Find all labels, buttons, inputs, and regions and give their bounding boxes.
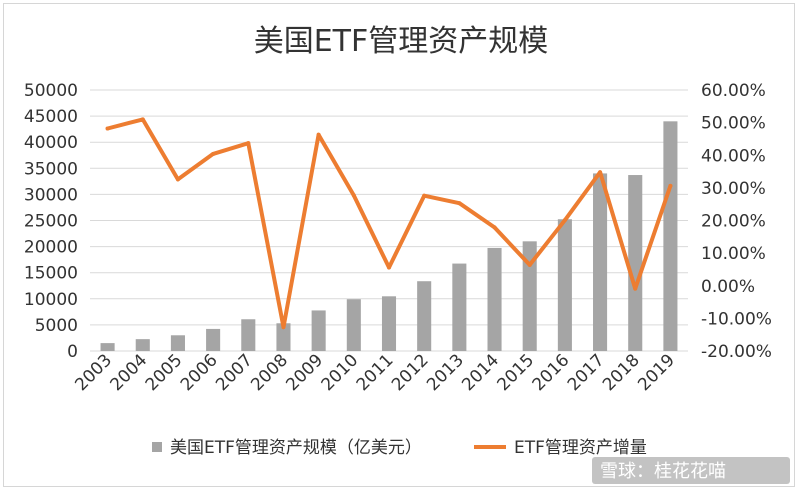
legend-line-label: ETF管理资产增量: [514, 438, 647, 458]
bar: [100, 343, 115, 351]
line-point: [668, 183, 673, 188]
legend: 美国ETF管理资产规模（亿美元） ETF管理资产增量: [152, 438, 647, 458]
line-point: [175, 177, 180, 182]
left-axis-tick-label: 35000: [24, 159, 78, 179]
right-axis-tick-label: 20.00%: [701, 212, 766, 232]
x-axis-tick-label: 2005: [142, 350, 187, 395]
left-axis-tick-label: 20000: [24, 238, 78, 258]
legend-bar-swatch: [152, 442, 162, 452]
legend-line-swatch: [474, 445, 506, 449]
right-axis-tick-label: -20.00%: [701, 342, 772, 362]
right-axis-tick-label: 10.00%: [701, 244, 766, 264]
line-point: [457, 201, 462, 206]
left-axis-tick-label: 40000: [24, 133, 78, 153]
line-point: [633, 286, 638, 291]
grid: [90, 89, 688, 352]
left-axis-ticks: 0 5000 10000 15000 20000 25000 30000 35000 40000…: [24, 81, 78, 362]
line-point: [387, 265, 391, 270]
line-point: [562, 218, 567, 223]
bar: [241, 319, 256, 351]
x-axis-tick-label: 2016: [529, 350, 574, 395]
x-axis-tick-label: 2015: [494, 350, 539, 395]
right-axis-tick-label: 60.00%: [701, 81, 766, 101]
x-axis-tick-label: 2017: [564, 350, 609, 395]
right-axis-tick-label: 0.00%: [701, 277, 755, 297]
line-point: [422, 193, 427, 198]
bar: [276, 323, 291, 351]
left-axis-tick-label: 45000: [24, 107, 78, 127]
x-axis-tick-label: 2014: [458, 350, 503, 395]
line-point: [351, 193, 356, 198]
bar: [170, 335, 185, 351]
left-axis-tick-label: 5000: [35, 316, 78, 336]
watermark: 雪球：桂花花喵: [592, 457, 790, 484]
left-axis-tick-label: 15000: [24, 264, 78, 284]
line-point: [246, 141, 251, 146]
x-axis-tick-label: 2019: [634, 350, 679, 395]
line-series: [105, 117, 673, 330]
right-axis-tick-label: 50.00%: [701, 114, 766, 134]
bar: [557, 219, 572, 351]
line-point: [598, 170, 603, 175]
bar: [417, 281, 432, 351]
right-axis-tick-label: 30.00%: [701, 179, 766, 199]
x-axis-tick-label: 2013: [423, 350, 468, 395]
bar: [628, 175, 643, 351]
left-axis-tick-label: 30000: [24, 185, 78, 205]
x-axis-ticks: 2003200420052006200720082009201020112012…: [71, 350, 679, 395]
left-axis-tick-label: 10000: [24, 290, 78, 310]
line-point: [527, 262, 532, 267]
left-axis-tick-label: 0: [67, 342, 78, 362]
x-axis-tick-label: 2004: [107, 350, 152, 395]
line-point: [492, 225, 497, 230]
line-point: [281, 325, 286, 330]
watermark-background: [592, 457, 790, 484]
legend-bar-label: 美国ETF管理资产规模（亿美元）: [170, 438, 422, 458]
x-axis-tick-label: 2006: [177, 350, 222, 395]
x-axis-tick-label: 2011: [353, 350, 398, 395]
chart-frame: 美国ETF管理资产规模 0 5000 10000 15000 20000 25000 300…: [3, 3, 795, 487]
line-point: [140, 117, 145, 122]
bar: [452, 263, 467, 351]
right-axis-ticks: -20.00% -10.00% 0.00% 10.00% 20.00% 30.00% 40.…: [701, 81, 772, 362]
line-point: [211, 151, 216, 156]
x-axis-tick-label: 2018: [599, 350, 644, 395]
right-axis-tick-label: -10.00%: [701, 309, 772, 329]
x-axis-tick-label: 2010: [318, 350, 363, 395]
bar: [346, 299, 361, 351]
right-axis-tick-label: 40.00%: [701, 146, 766, 166]
x-axis-tick-label: 2007: [212, 350, 257, 395]
x-axis-tick-label: 2009: [282, 350, 327, 395]
bar: [311, 310, 326, 351]
bar: [522, 241, 537, 351]
x-axis-tick-label: 2008: [247, 350, 292, 395]
bar: [487, 247, 502, 351]
line-point: [316, 132, 321, 137]
watermark-text: 雪球：桂花花喵: [600, 461, 726, 482]
bar: [135, 339, 150, 351]
x-axis-tick-label: 2003: [71, 350, 116, 395]
series-line: [105, 117, 673, 330]
left-axis-tick-label: 25000: [24, 212, 78, 232]
chart: 美国ETF管理资产规模 0 5000 10000 15000 20000 25000 300…: [24, 24, 790, 484]
left-axis-tick-label: 50000: [24, 81, 78, 101]
line-point: [105, 126, 110, 131]
bar: [206, 328, 221, 351]
bar: [663, 121, 678, 351]
x-axis-tick-label: 2012: [388, 350, 433, 395]
bar: [381, 296, 397, 351]
bar-series: [100, 121, 678, 351]
bar: [593, 173, 608, 351]
chart-title: 美国ETF管理资产规模: [254, 24, 549, 59]
